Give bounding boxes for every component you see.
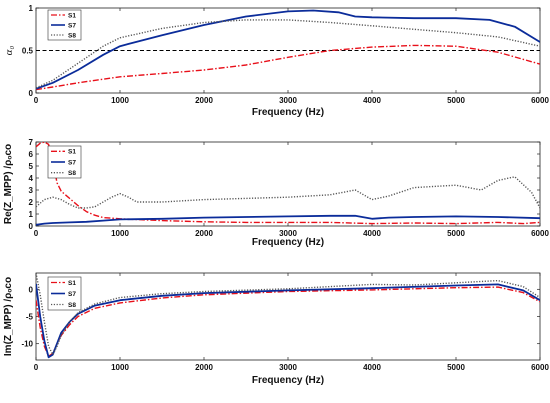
panel-1: 0 1000 2000 3000 4000 5000 6000 0 0.5 1 S1 S7 S8 Freq… [3, 4, 549, 118]
x-tick-label: 3000 [279, 96, 297, 105]
y-tick-label: 7 [29, 138, 34, 147]
y-axis-label: Re(Z_MPP) /ρₒco [3, 144, 14, 224]
x-tick-label: 5000 [447, 96, 465, 105]
y-tick-label: 1 [29, 210, 34, 219]
legend-label-s8: S8 [68, 302, 76, 309]
legend: S1 S7 S8 [47, 9, 82, 41]
x-tick-label: 6000 [531, 96, 549, 105]
y-tick-label: -10 [21, 340, 33, 349]
x-tick-label: 1000 [111, 96, 129, 105]
x-tick-label: 5000 [447, 229, 465, 238]
y-tick-label: 5 [29, 162, 34, 171]
legend-label-s7: S7 [68, 159, 76, 166]
series-line-s7 [36, 283, 540, 359]
panel-2: 0 1000 2000 3000 4000 5000 6000 0 1 2 3 4 5 6 7 S1 S7 S8 F… [3, 138, 549, 248]
y-tick-label: 0 [29, 89, 34, 98]
x-tick-label: 5000 [447, 363, 465, 372]
y-tick-label: 2 [29, 198, 34, 207]
series-line-s8 [36, 176, 540, 209]
y-tick-label: 3 [29, 186, 34, 195]
y-tick-label: 6 [29, 150, 34, 159]
legend-label-s8: S8 [68, 32, 76, 39]
x-tick-label: 1000 [111, 363, 129, 372]
y-axis-label: Im(Z_MPP) /ρₒco [3, 277, 14, 356]
series-line-s7 [36, 214, 540, 226]
x-axis-label: Frequency (Hz) [252, 107, 324, 118]
legend-label-s8: S8 [68, 170, 76, 177]
x-tick-label: 4000 [363, 229, 381, 238]
legend-label-s7: S7 [68, 22, 76, 29]
y-tick-label: -5 [26, 313, 34, 322]
x-tick-label: 0 [34, 229, 39, 238]
y-tick-label: 0.5 [22, 47, 34, 56]
y-axis-label: α₀ [3, 46, 15, 56]
legend-label-s7: S7 [68, 291, 76, 298]
plot-area [35, 141, 541, 227]
x-tick-label: 0 [34, 96, 39, 105]
x-tick-label: 3000 [279, 229, 297, 238]
x-tick-label: 4000 [363, 363, 381, 372]
legend-label-s1: S1 [68, 280, 76, 287]
x-tick-label: 3000 [279, 363, 297, 372]
x-axis-label: Frequency (Hz) [252, 375, 324, 386]
x-tick-label: 1000 [111, 229, 129, 238]
x-tick-label: 0 [34, 363, 39, 372]
x-tick-label: 4000 [363, 96, 381, 105]
y-tick-label: 1 [29, 4, 34, 13]
y-tick-label: 4 [29, 174, 34, 183]
series-line-s7 [36, 9, 540, 90]
legend-label-s1: S1 [68, 149, 76, 156]
legend: S1 S7 S8 [47, 145, 82, 179]
x-tick-label: 2000 [195, 363, 213, 372]
y-tick-label: 0 [29, 285, 34, 294]
x-tick-label: 2000 [195, 229, 213, 238]
legend: S1 S7 S8 [47, 276, 82, 311]
panel-3: 0 1000 2000 3000 4000 5000 6000 0 -5 -10 S1 S7 S8 Fre… [3, 272, 549, 386]
y-tick-label: 0 [29, 222, 34, 231]
x-axis-label: Frequency (Hz) [252, 237, 324, 248]
series-line-s1 [36, 44, 540, 91]
legend-label-s1: S1 [68, 12, 76, 19]
x-tick-label: 2000 [195, 96, 213, 105]
x-tick-label: 6000 [531, 363, 549, 372]
x-tick-label: 6000 [531, 229, 549, 238]
series-line-s8 [36, 19, 540, 89]
